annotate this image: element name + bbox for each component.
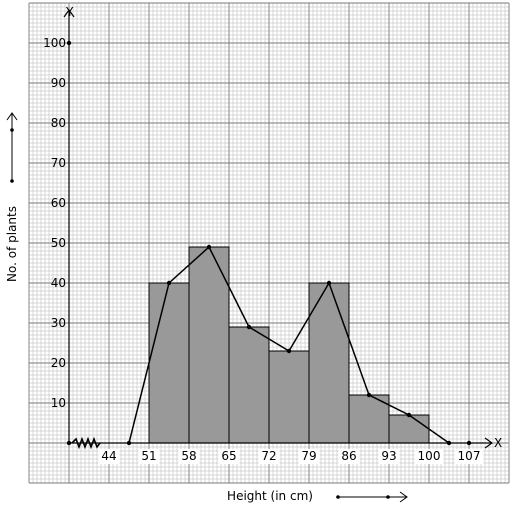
- x-tick-label: 93: [381, 449, 396, 463]
- x-tick-label-bg: [178, 449, 200, 464]
- x-tick-label-bg: [378, 449, 400, 464]
- x-label-arrow-dot: [336, 495, 340, 499]
- axis-labels: Height (in cm) No. of plants: [5, 112, 408, 503]
- y-tick-label: 20: [51, 356, 66, 370]
- bar-72-79: [268, 350, 310, 444]
- bar-79-86: [308, 282, 350, 444]
- x-label-arrow-icon: [399, 491, 408, 503]
- polygon-point: [286, 348, 292, 354]
- origin-point: [66, 440, 72, 446]
- y-top-point: [66, 40, 72, 46]
- x-tick-labels: 44 51 58 65 72 79 86 93 100 107: [98, 449, 484, 464]
- axis-break-zigzag-icon: [71, 436, 101, 450]
- x-tick-label-bg: [138, 449, 160, 464]
- axes: X Y: [63, 5, 502, 450]
- x-label-arrow-dot: [386, 495, 390, 499]
- polygon-point: [406, 412, 412, 418]
- polygon-point: [326, 280, 332, 286]
- x-tick-label-bg: [338, 449, 360, 464]
- x-tick-label-bg: [298, 449, 320, 464]
- polygon-point: [366, 392, 372, 398]
- x-axis-arrow-icon: [484, 437, 494, 449]
- bar-93-100: [388, 414, 430, 444]
- y-tick-label: 60: [51, 196, 66, 210]
- x-tick-label: 100: [418, 449, 441, 463]
- bar-65-72: [228, 326, 270, 444]
- x-axis-letter: X: [494, 436, 502, 450]
- y-tick-label: 50: [51, 236, 66, 250]
- x-tick-label: 51: [141, 449, 156, 463]
- y-tick-label: 10: [51, 396, 66, 410]
- y-tick-label: 40: [51, 276, 66, 290]
- bar-51-58: [148, 282, 190, 444]
- x-tick-label: 107: [458, 449, 481, 463]
- x-tick-label-bg: [218, 449, 240, 464]
- y-label-arrow-dot: [10, 179, 14, 183]
- y-label-arrow-icon: [6, 112, 18, 121]
- y-axis-arrow-icon: [63, 8, 75, 18]
- y-tick-label: 90: [51, 76, 66, 90]
- y-tick-labels: 10 20 30 40 50 60 70 80 90 100: [43, 36, 66, 410]
- polygon-point: [246, 324, 252, 330]
- x-tick-label-bg: [414, 449, 444, 464]
- x-tick-label: 86: [341, 449, 356, 463]
- x-axis-label: Height (in cm): [227, 489, 313, 503]
- polygon-point: [166, 280, 172, 286]
- polygon-point: [206, 244, 212, 250]
- y-tick-label: 30: [51, 316, 66, 330]
- y-axis-label: No. of plants: [5, 206, 19, 282]
- y-axis-letter: Y: [65, 5, 74, 19]
- y-tick-label: 70: [51, 156, 66, 170]
- x-tick-label-bg: [258, 449, 280, 464]
- y-tick-label: 80: [51, 116, 66, 130]
- x-tick-label: 65: [221, 449, 236, 463]
- x-tick-label-bg: [454, 449, 484, 464]
- y-tick-label: 100: [43, 36, 66, 50]
- x-tick-label: 79: [301, 449, 316, 463]
- x-tick-label: 44: [101, 449, 116, 463]
- x-tick-label-bg: [98, 449, 120, 464]
- y-label-arrow-dot: [10, 128, 14, 132]
- x-tick-label: 58: [181, 449, 196, 463]
- frequency-polygon: [126, 244, 472, 446]
- x-tick-label: 72: [261, 449, 276, 463]
